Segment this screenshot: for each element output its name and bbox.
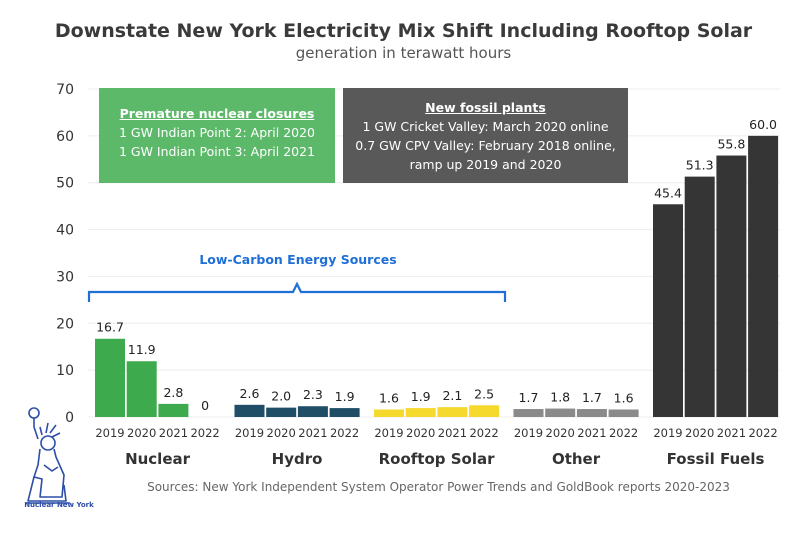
x-tick-label: 2019 [374, 426, 403, 440]
category-label: Fossil Fuels [667, 450, 765, 468]
nuclear-closures-heading: Premature nuclear closures [119, 106, 315, 121]
category-label: Other [552, 450, 601, 468]
new-fossil-plants-line: 0.7 GW CPV Valley: February 2018 online, [355, 138, 616, 153]
x-tick-label: 2021 [438, 426, 467, 440]
data-label: 1.9 [411, 389, 431, 404]
statue-of-liberty-logo-icon [26, 407, 70, 504]
low-carbon-brace [87, 281, 507, 302]
bar-rooftop-solar-2022 [469, 405, 500, 417]
data-label: 11.9 [128, 342, 156, 357]
x-tick-label: 2021 [298, 426, 327, 440]
bar-other-2021 [576, 409, 607, 417]
data-label: 2.6 [240, 386, 260, 401]
data-label: 1.7 [582, 390, 602, 405]
data-label: 1.6 [614, 391, 634, 406]
y-tick-label: 60 [56, 129, 74, 145]
x-tick-label: 2022 [190, 426, 219, 440]
bar-rooftop-solar-2021 [437, 407, 468, 417]
category-label: Rooftop Solar [379, 450, 495, 468]
bar-other-2019 [513, 409, 544, 417]
bar-nuclear-2020 [126, 361, 157, 417]
data-label: 60.0 [749, 117, 777, 132]
x-tick-label: 2021 [717, 426, 746, 440]
x-tick-label: 2020 [546, 426, 575, 440]
x-tick-label: 2020 [127, 426, 156, 440]
nuclear-closures-box: Premature nuclear closures 1 GW Indian P… [99, 88, 335, 183]
brace-path [87, 281, 507, 302]
x-tick-label: 2020 [685, 426, 714, 440]
y-tick-label: 40 [56, 223, 74, 239]
chart-subtitle: generation in terawatt hours [295, 44, 512, 62]
bar-rooftop-solar-2020 [405, 408, 436, 417]
data-label: 2.1 [442, 388, 462, 403]
y-tick-label: 30 [56, 269, 74, 285]
bar-fossil-fuels-2021 [716, 155, 747, 417]
bar-fossil-fuels-2019 [653, 204, 683, 417]
bar-other-2022 [608, 409, 639, 417]
data-label: 51.3 [686, 158, 714, 173]
x-tick-label: 2022 [469, 426, 498, 440]
data-label: 0 [201, 398, 209, 413]
data-label: 55.8 [717, 137, 745, 152]
new-fossil-plants-line: ramp up 2019 and 2020 [409, 157, 562, 172]
bar-hydro-2021 [297, 406, 328, 417]
category-label: Nuclear [125, 450, 191, 468]
new-fossil-plants-heading: New fossil plants [425, 100, 546, 115]
data-label: 45.4 [654, 185, 682, 200]
new-fossil-plants-line: 1 GW Cricket Valley: March 2020 online [362, 119, 609, 134]
data-label: 2.5 [474, 386, 494, 401]
bar-fossil-fuels-2020 [684, 176, 715, 417]
data-label: 1.8 [550, 390, 570, 405]
low-carbon-label: Low-Carbon Energy Sources [199, 252, 397, 267]
x-tick-label: 2019 [235, 426, 264, 440]
data-label: 1.6 [379, 391, 399, 406]
x-tick-label: 2019 [95, 426, 124, 440]
y-tick-label: 10 [56, 363, 74, 379]
nuclear-closures-line: 1 GW Indian Point 2: April 2020 [118, 125, 316, 140]
bar-hydro-2019 [234, 404, 265, 417]
bar-rooftop-solar-2019 [374, 409, 404, 417]
data-label: 2.3 [303, 387, 323, 402]
data-label: 1.7 [519, 390, 539, 405]
x-tick-label: 2019 [514, 426, 543, 440]
chart-title: Downstate New York Electricity Mix Shift… [54, 20, 753, 42]
y-tick-label: 20 [56, 316, 74, 332]
data-label: 1.9 [335, 389, 355, 404]
logo-text: Nuclear New York [24, 501, 94, 509]
bar-hydro-2022 [329, 408, 360, 417]
x-tick-label: 2020 [406, 426, 435, 440]
bar-nuclear-2021 [158, 403, 189, 417]
data-label: 16.7 [96, 320, 124, 335]
data-label: 2.8 [163, 385, 183, 400]
source-note: Sources: New York Independent System Ope… [147, 480, 730, 494]
y-tick-label: 0 [65, 410, 74, 426]
bar-fossil-fuels-2022 [748, 135, 779, 417]
category-label: Hydro [272, 450, 323, 468]
x-tick-label: 2021 [577, 426, 606, 440]
x-tick-label: 2022 [748, 426, 777, 440]
y-tick-label: 50 [56, 176, 74, 192]
bar-hydro-2020 [266, 407, 297, 417]
x-tick-label: 2019 [653, 426, 682, 440]
x-tick-label: 2020 [267, 426, 296, 440]
new-fossil-plants-box: New fossil plants 1 GW Cricket Valley: M… [343, 88, 628, 183]
y-tick-label: 70 [56, 82, 74, 98]
x-tick-label: 2022 [609, 426, 638, 440]
x-tick-label: 2021 [159, 426, 188, 440]
x-tick-label: 2022 [330, 426, 359, 440]
data-label: 2.0 [271, 389, 291, 404]
bar-other-2020 [545, 408, 576, 417]
nuclear-closures-line: 1 GW Indian Point 3: April 2021 [118, 144, 316, 159]
bar-nuclear-2019 [95, 338, 125, 417]
